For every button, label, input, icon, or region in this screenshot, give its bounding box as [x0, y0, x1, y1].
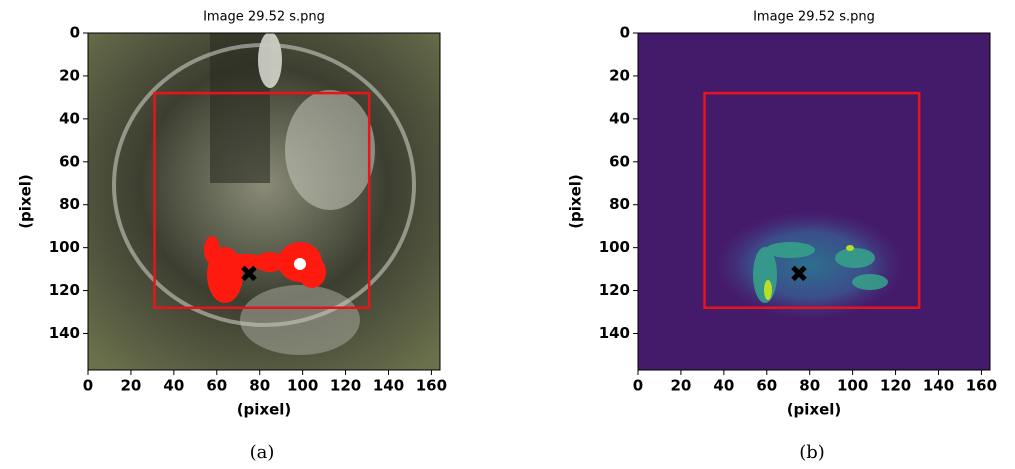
y-tick-label: 80	[609, 195, 630, 213]
panel-title: Image 29.52 s.png	[753, 10, 875, 25]
x-tick-label: 20	[670, 377, 691, 395]
x-tick-label: 0	[83, 377, 93, 395]
y-tick-label: 120	[49, 281, 80, 299]
heatmap-b	[638, 33, 990, 370]
centroid-marker	[791, 265, 807, 282]
x-tick-label: 160	[416, 377, 447, 395]
y-tick-label: 120	[599, 281, 630, 299]
y-axis-label: (pixel)	[17, 174, 35, 229]
centroid-marker	[241, 265, 257, 282]
y-tick-label: 0	[620, 24, 630, 42]
y-tick-label: 100	[599, 238, 630, 256]
x-tick-label: 20	[120, 377, 141, 395]
y-tick-label: 0	[70, 24, 80, 42]
x-tick-label: 0	[633, 377, 643, 395]
x-tick-label: 80	[799, 377, 820, 395]
x-tick-label: 40	[163, 377, 184, 395]
y-tick-label: 140	[49, 324, 80, 342]
x-tick-label: 120	[330, 377, 361, 395]
y-tick-label: 20	[609, 66, 630, 84]
x-tick-label: 120	[880, 377, 911, 395]
x-axis-label: (pixel)	[237, 401, 292, 419]
x-tick-label: 140	[373, 377, 404, 395]
y-tick-label: 80	[59, 195, 80, 213]
axes-frame	[637, 32, 991, 371]
x-tick-label: 140	[923, 377, 954, 395]
y-tick-label: 60	[59, 152, 80, 170]
x-tick-label: 60	[756, 377, 777, 395]
y-axis-label: (pixel)	[567, 174, 585, 229]
x-axis-label: (pixel)	[787, 401, 842, 419]
y-tick-label: 100	[49, 238, 80, 256]
axes-frame	[87, 32, 441, 371]
y-tick-label: 40	[609, 109, 630, 127]
x-tick-label: 60	[206, 377, 227, 395]
x-tick-label: 100	[837, 377, 868, 395]
y-tick-label: 20	[59, 66, 80, 84]
panel-title: Image 29.52 s.png	[203, 10, 325, 25]
x-tick-label: 40	[713, 377, 734, 395]
roi-box	[703, 91, 921, 310]
photo-a	[88, 32, 440, 370]
x-tick-label: 100	[287, 377, 318, 395]
panel-caption: (b)	[799, 442, 825, 463]
roi-box	[153, 91, 371, 310]
x-tick-label: 80	[249, 377, 270, 395]
y-tick-label: 40	[59, 109, 80, 127]
panel-caption: (a)	[250, 442, 275, 463]
y-tick-label: 60	[609, 152, 630, 170]
x-tick-label: 160	[966, 377, 997, 395]
y-tick-label: 140	[599, 324, 630, 342]
